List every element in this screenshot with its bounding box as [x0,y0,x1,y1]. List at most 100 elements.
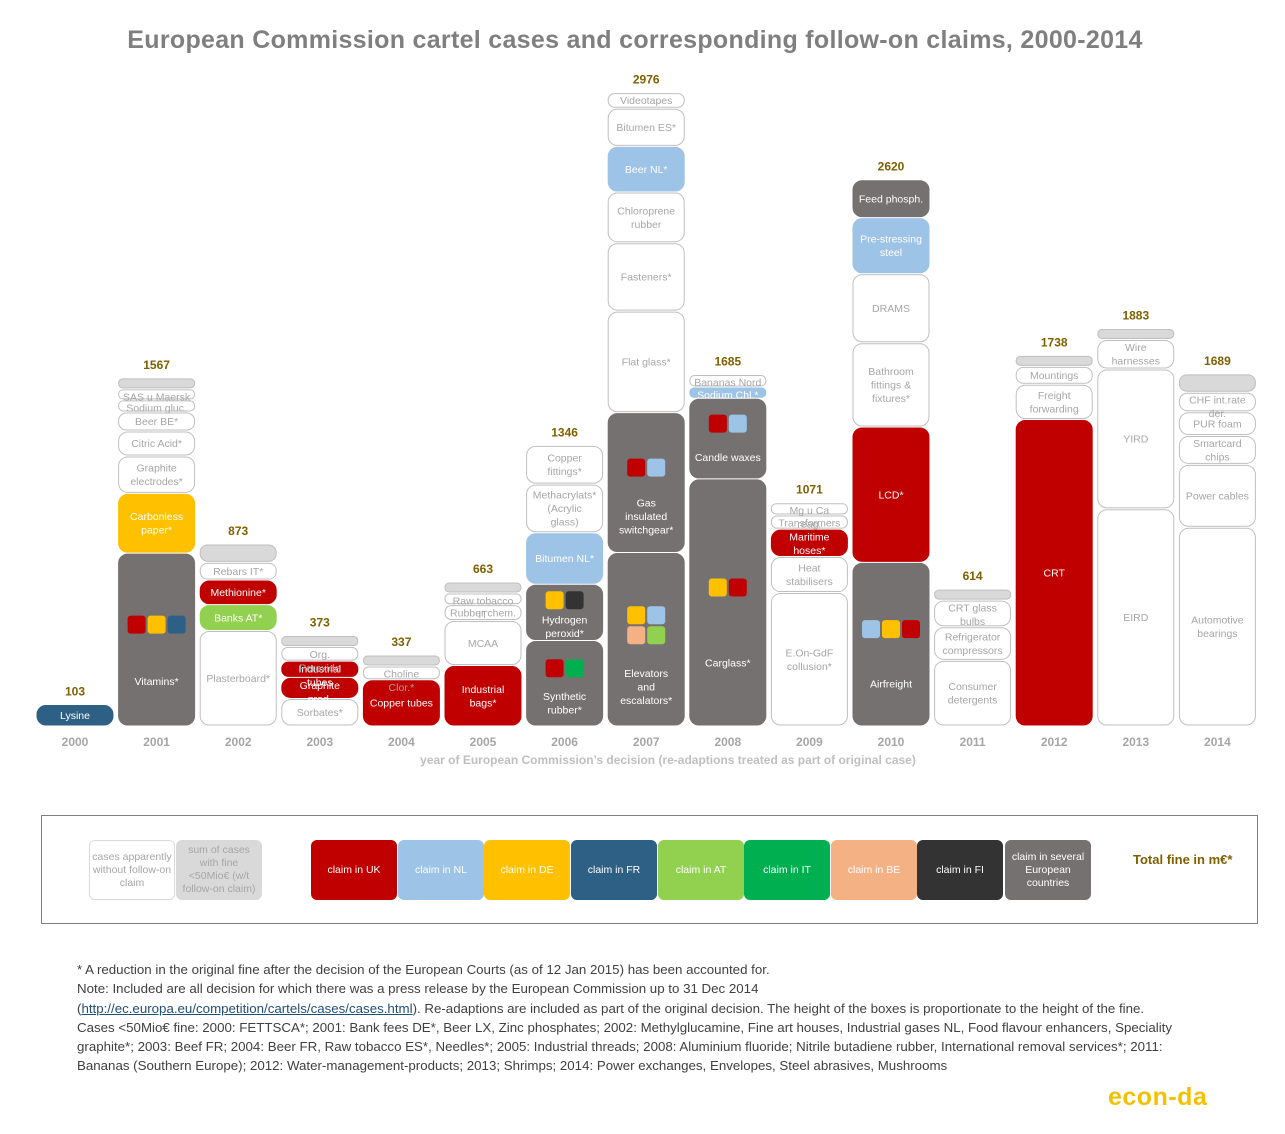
case-box [362,680,440,726]
year-total: 103 [65,685,85,699]
year-tick: 2010 [878,735,905,749]
case-box [281,636,359,647]
case-box [1097,509,1175,726]
claim-chip-nl [728,414,747,433]
year-total: 1689 [1204,354,1231,368]
case-label: Banks AT* [214,612,262,624]
case-label: Industrial bags* [462,684,505,710]
legend-item-uk: claim in UK [311,840,397,900]
case-box [1178,374,1256,392]
case-box [1097,369,1175,509]
case-box [444,666,522,726]
year-total: 1883 [1122,308,1149,322]
case-label: MCAA [468,638,498,650]
claim-chip-de [147,615,166,634]
case-label: Heat stabilisers [786,563,833,589]
case-box [689,479,767,726]
case-box [281,677,359,698]
case-box [689,398,767,479]
year-total: 1346 [551,425,578,439]
case-box [607,413,685,553]
case-box [934,660,1012,726]
case-label: Rebars IT* [213,566,263,578]
year-tick: 2001 [143,735,170,749]
case-label: PUR foam [1193,418,1242,430]
case-label: Methionine* [210,587,265,599]
year-total: 1685 [714,354,741,368]
case-box [852,427,930,562]
year-tick: 2002 [225,735,252,749]
case-box [607,108,685,146]
case-box [607,553,685,726]
case-box [607,146,685,192]
legend-item-small: sum of cases with fine <50Mio€ (w/t foll… [176,840,262,900]
case-label: Airfreight [870,678,912,690]
case-label: Copper tubes [370,698,433,710]
case-label: Choline Clor.* [384,668,420,694]
case-box [1178,436,1256,464]
case-label: Videotapes [620,95,672,107]
case-box [362,655,440,666]
year-total: 873 [228,524,248,538]
case-box [689,387,767,398]
case-label: Citric Acid* [131,438,182,450]
case-box [118,412,196,431]
case-box [607,93,685,108]
case-box [444,593,522,605]
case-label: Pre-stressing steel [860,234,922,260]
case-box [1015,384,1093,420]
case-box [199,580,277,605]
case-label: Candle waxes [695,452,761,464]
case-box [1097,328,1175,339]
case-label: Mg u Ca reag. [790,505,830,531]
case-label: Graphite prod. [300,680,340,706]
case-box [199,562,277,580]
claim-chip-nl [647,458,666,477]
case-box [852,562,930,726]
legend-item-de: claim in DE [484,840,570,900]
case-label: Elevators and escalators* [620,668,672,707]
claim-chip-be [627,626,646,645]
case-label: Plasterboard* [206,673,270,685]
case-label: Sodium gluc. [126,402,187,414]
case-box [281,647,359,661]
case-box [1015,420,1093,726]
claim-chip-uk [902,620,920,639]
case-label: Raw tobacco IT [453,595,514,621]
case-box [281,661,359,677]
legend-item-fi: claim in FI [917,840,1003,900]
claim-chip-at [647,626,666,645]
case-label: Rubber chem. [450,607,516,619]
case-box [199,544,277,562]
x-axis-label: year of European Commission’s decision (… [420,753,916,767]
source-link[interactable]: http://ec.europa.eu/competition/cartels/… [81,1000,413,1016]
year-total: 2620 [878,160,905,174]
case-box [526,533,604,584]
case-label: Copper fittings* [547,453,582,479]
case-box [607,243,685,311]
case-box [118,400,196,412]
year-tick: 2013 [1122,735,1149,749]
econ-da-logo: econ-da [1108,1083,1208,1111]
case-box [852,343,930,427]
case-label: CRT [1044,568,1066,580]
case-box [770,515,848,529]
case-label: Bitumen ES* [616,122,676,134]
case-label: Org. Peroxide [299,649,341,675]
case-label: Power cables [1186,491,1249,503]
case-label: Refrigerator compressors [943,632,1003,658]
claim-chip-de [882,620,900,639]
legend-item-several: claim in several European countries [1005,840,1091,900]
case-label: Carbonless paper* [130,511,183,537]
case-label: Transformers [778,517,840,529]
year-tick: 2011 [960,735,986,749]
footnotes: * A reduction in the original fine after… [77,960,1177,1076]
case-label: Graphite electrodes* [130,463,183,489]
case-label: Carglass* [705,657,751,669]
claim-chip-nl [647,606,666,625]
case-box [444,620,522,666]
chart-title: European Commission cartel cases and cor… [127,26,1143,54]
legend-item-at: claim in AT [658,840,744,900]
case-box [199,631,277,726]
claim-chip-de [708,578,727,597]
